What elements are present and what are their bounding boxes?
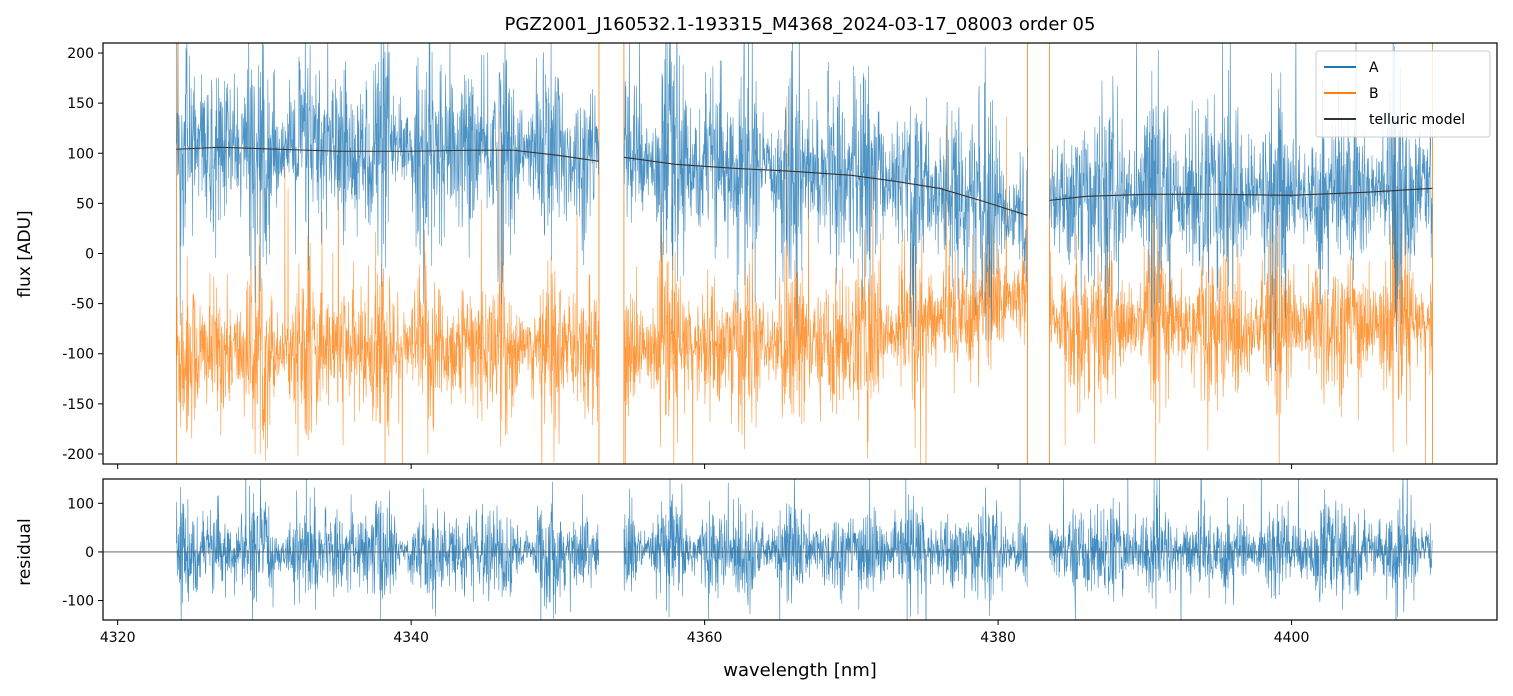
x-axis-label: wavelength [nm] [723, 660, 877, 681]
series-b-line [623, 96, 1028, 464]
bottom-plot-area [103, 479, 1497, 620]
y-tick-label: -150 [62, 397, 94, 413]
y-tick-label: -100 [62, 347, 94, 363]
bottom-axes-frame [102, 478, 1498, 621]
y-tick-label: 0 [85, 247, 94, 263]
top-ylabel: flux [ADU] [15, 210, 35, 297]
series-a-line [176, 43, 600, 326]
x-tick-label: 4320 [100, 630, 136, 646]
top-series-b [175, 43, 1433, 464]
x-tick-label: 4400 [1274, 630, 1310, 646]
y-tick-label: -50 [71, 297, 94, 313]
telluric-model-line [623, 156, 1028, 216]
telluric-model-line [1049, 187, 1433, 201]
legend: A B telluric model [1315, 50, 1491, 138]
legend-box [1315, 50, 1491, 138]
telluric-model-line [176, 146, 600, 162]
residual-line [176, 479, 600, 620]
series-b-line [176, 111, 600, 464]
y-tick-label: 100 [67, 146, 94, 162]
y-tick-label: 50 [76, 196, 94, 212]
bottom-y-axis: -100 0 100 [62, 496, 103, 610]
residual-line [623, 479, 1028, 620]
y-tick-label: 200 [67, 46, 94, 62]
bottom-ylabel: residual [15, 518, 35, 585]
series-b-line [1049, 131, 1433, 464]
legend-label-model: telluric model [1369, 112, 1465, 128]
top-axes-frame [102, 42, 1498, 465]
top-series-model [176, 146, 1433, 216]
top-x-axis [117, 464, 1293, 469]
legend-label-a: A [1369, 60, 1379, 76]
series-a-line [1049, 43, 1433, 372]
top-series-a [176, 43, 1433, 372]
x-tick-label: 4380 [980, 630, 1016, 646]
residual-series [176, 479, 1433, 620]
x-tick-label: 4340 [393, 630, 429, 646]
y-tick-label: -100 [62, 594, 94, 610]
y-tick-label: 0 [85, 545, 94, 561]
bottom-x-axis: 4320 4340 4360 4380 4400 [100, 620, 1310, 646]
y-tick-label: 150 [67, 96, 94, 112]
residual-line [1049, 479, 1433, 620]
top-plot-area [175, 43, 1433, 464]
y-tick-label: 100 [67, 496, 94, 512]
bottom-panel: -100 0 100 4320 4340 4360 4380 4400 residual w… [15, 478, 1498, 681]
top-y-axis: -200 -150 -100 -50 0 50 100 150 200 [62, 46, 103, 463]
x-tick-label: 4360 [687, 630, 723, 646]
series-a-line [623, 43, 1028, 347]
chart-title: PGZ2001_J160532.1-193315_M4368_2024-03-1… [505, 14, 1096, 35]
y-tick-label: -200 [62, 447, 94, 463]
legend-label-b: B [1369, 86, 1379, 102]
top-panel: -200 -150 -100 -50 0 50 100 150 200 flux [ADU] A… [15, 42, 1498, 469]
